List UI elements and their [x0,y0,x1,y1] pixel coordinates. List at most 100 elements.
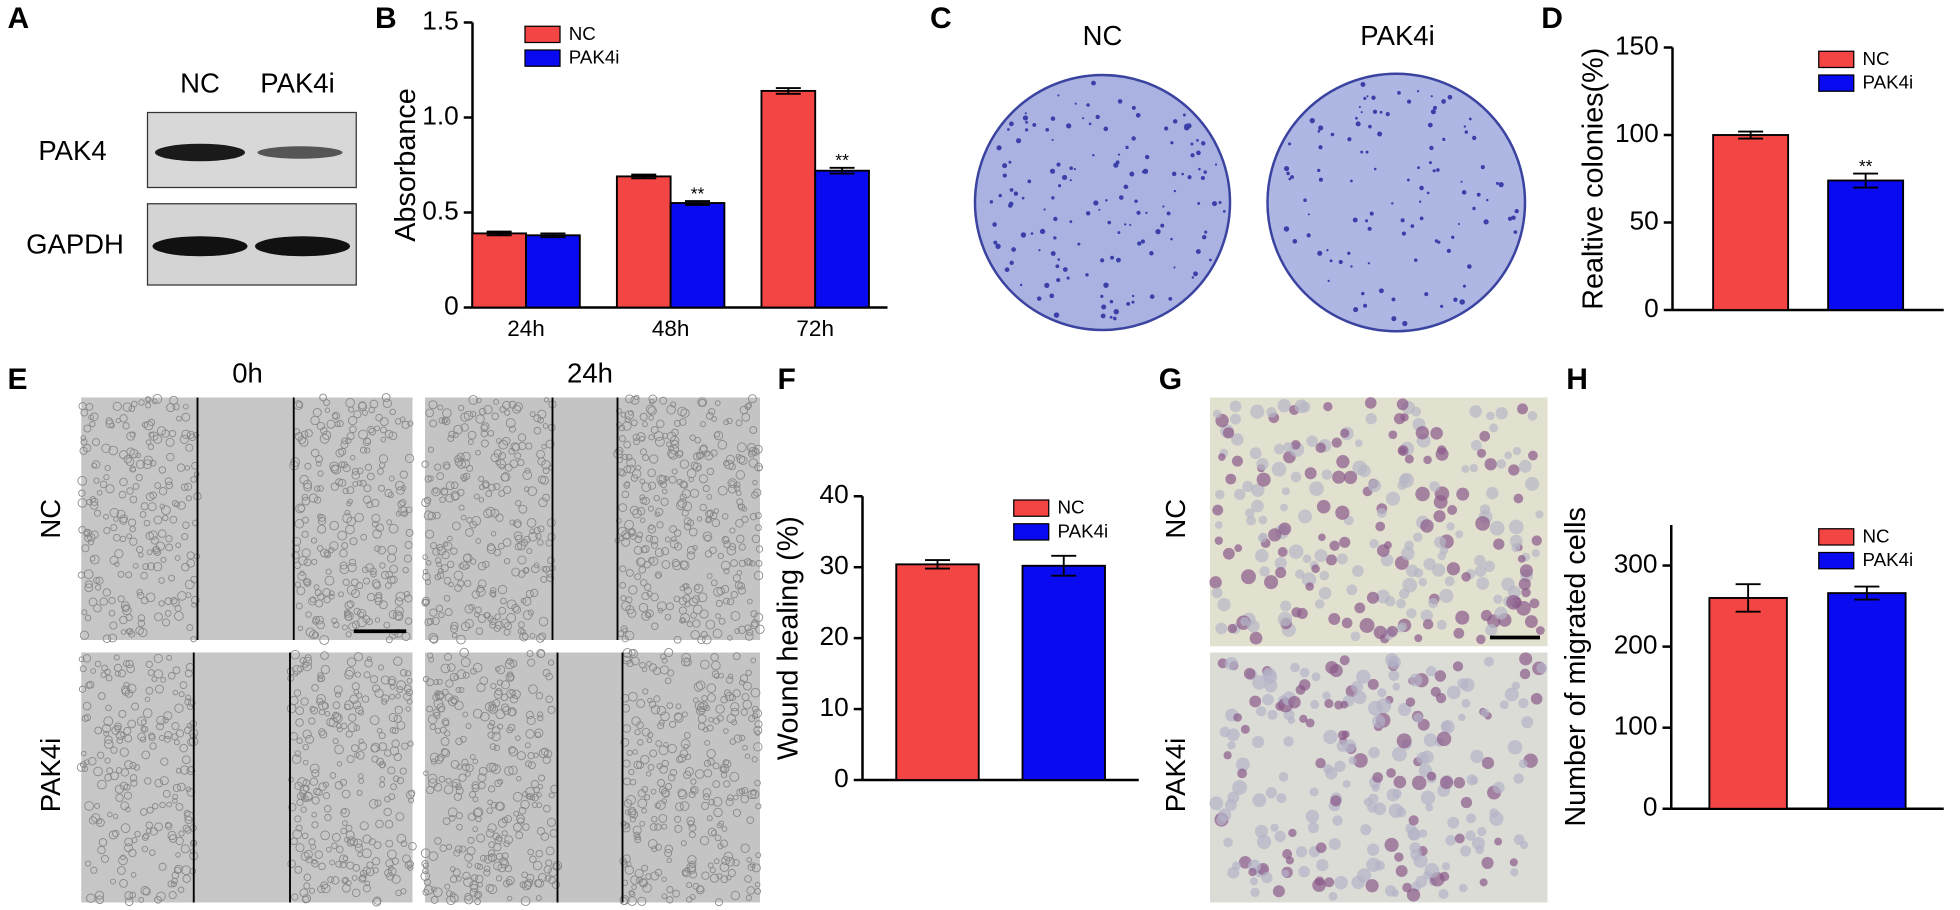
cell [1486,487,1498,499]
cell [1519,652,1532,665]
cell [1310,787,1319,796]
colony-dot [1103,127,1108,132]
cell [1282,870,1290,878]
significance-label: ** [835,150,849,170]
colony-dot [1486,199,1488,201]
y-tick-label: 50 [1630,205,1659,235]
cell [1475,565,1487,577]
cell [1262,694,1274,706]
cell [1482,757,1494,769]
cell [1278,399,1291,412]
legend-swatch [1819,553,1854,569]
colony-dot [1330,259,1333,262]
colony-dot [1085,273,1088,276]
bar [1828,593,1906,809]
colony-dot [1284,226,1289,231]
cell [1421,750,1434,763]
colony-dot [1069,166,1073,170]
cell [1288,829,1296,837]
colony-dot [1051,116,1056,121]
colony-dot [1472,136,1476,140]
cell [1510,868,1518,876]
colony-dot [1149,251,1154,256]
cell [1241,725,1250,734]
colony-dot [1055,264,1059,268]
colony-dot [1464,125,1466,127]
colony-dot [1056,163,1060,167]
bar [761,91,815,308]
row-label: NC [35,499,66,539]
colony-dot [1074,168,1076,170]
cell [1315,442,1326,453]
colony-dot [1131,172,1134,175]
cell [1225,799,1237,811]
colony-dot [1025,128,1028,131]
cell [1494,607,1507,620]
colony-dot [1419,186,1424,191]
cell [1396,865,1408,877]
cell [1257,473,1271,487]
cell [1340,429,1349,438]
cell [1520,564,1533,577]
cell [1514,494,1524,504]
colony-dot [1467,264,1472,269]
cell [1234,489,1245,500]
colony-dot [1054,312,1059,317]
y-tick-label: 0 [444,290,459,320]
cell [1250,877,1258,885]
panel-label: E [8,363,28,396]
legend-swatch [1014,524,1049,540]
cell [1520,669,1531,680]
colony-dot [1142,171,1145,174]
cell [1280,601,1291,612]
y-tick-label: 10 [820,692,849,722]
cell [1367,802,1377,812]
colony-dot [1350,180,1353,183]
cell [1392,683,1400,691]
cell [1276,793,1286,803]
cell [1386,492,1400,506]
colony-dot [1368,262,1370,264]
colony-dot [1150,294,1155,299]
cell [1335,506,1349,520]
cell [1461,699,1470,708]
cell [1250,405,1264,419]
cell [1306,810,1319,823]
cell [1535,510,1543,518]
cell [1223,838,1233,848]
colony-dot [1496,182,1499,185]
cell [1270,824,1278,832]
colony-dot [1031,232,1034,235]
panel-label: F [778,363,796,396]
cell [1413,713,1423,723]
colony-dot [1117,231,1120,234]
y-tick-label: 1.0 [422,100,459,130]
cell [1475,516,1490,531]
colony-dot [1436,168,1440,172]
cell [1500,700,1509,709]
cell [1425,804,1433,812]
cell [1437,620,1447,630]
cell [1283,736,1293,746]
cell [1474,555,1485,566]
colony-dot [1407,99,1411,103]
cell [1423,558,1435,570]
cell [1272,462,1287,477]
y-tick-label: 40 [820,479,849,509]
cell [1399,589,1409,599]
cell [1351,876,1364,889]
bar-chart: 010203040Wound healing (%)NCPAK4i [773,479,1139,793]
cell [1329,541,1339,551]
colony-dot [1424,292,1428,296]
colony-dot [1361,111,1363,113]
y-tick-label: 0 [1644,293,1659,323]
colony-dot [1027,179,1031,183]
colony-dot [1168,297,1172,301]
bar-chart: 0100200300Number of migrated cellsNCPAK4… [1560,507,1944,827]
colony-dot [1303,198,1307,202]
cell [1312,672,1321,681]
cell [1256,458,1268,470]
cell [1435,670,1446,681]
cell [1416,426,1429,439]
cell [1536,626,1545,635]
